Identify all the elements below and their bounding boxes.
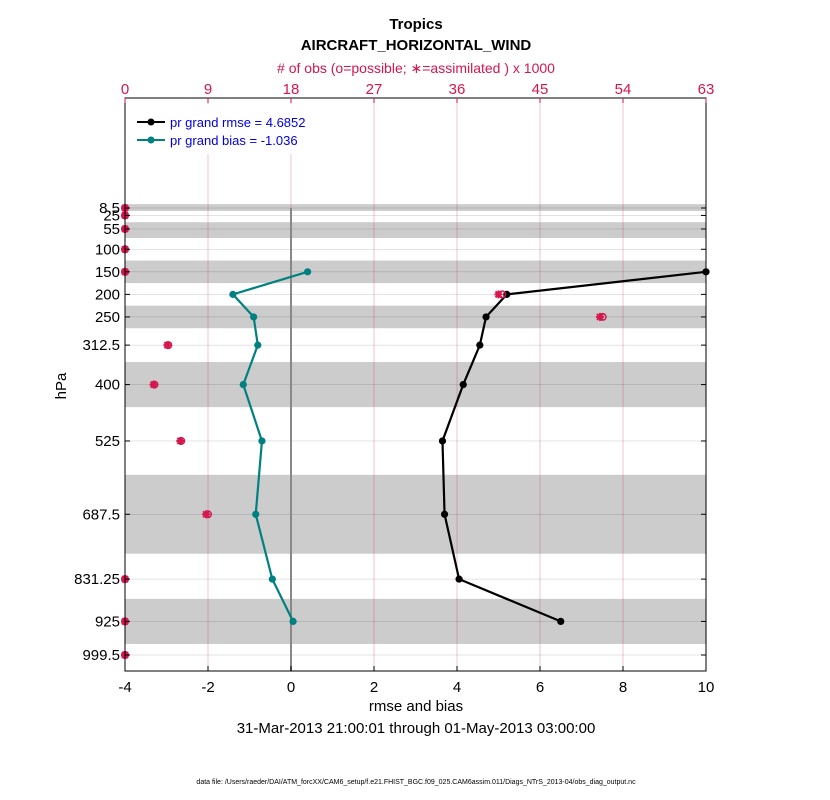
- series-0-point-3: [476, 341, 484, 349]
- y-tick-label: 55: [103, 221, 120, 238]
- top-tick-label: 54: [615, 81, 632, 98]
- y-tick-label: 925: [95, 613, 120, 630]
- x-tick-label: -2: [201, 679, 214, 696]
- series-1-point-1: [229, 290, 237, 298]
- shaded-band-6: [125, 598, 706, 644]
- top-tick-label: 0: [121, 81, 129, 98]
- top-axis-label: # of obs (o=possible; ∗=assimilated ) x …: [277, 60, 555, 76]
- series-0-point-8: [557, 617, 565, 625]
- obs-assimilated-5: [494, 290, 503, 299]
- series-0-point-2: [482, 313, 490, 321]
- y-tick-label: 400: [95, 377, 120, 394]
- obs-assimilated-10: [202, 510, 211, 519]
- y-tick-label: 25: [103, 207, 120, 224]
- obs-assimilated-9: [176, 436, 185, 445]
- top-x-axis: 0 9 18 27 36 45 54 63: [121, 81, 715, 103]
- series-0-point-6: [440, 510, 449, 518]
- legend-box: [130, 104, 330, 154]
- obs-star-d2: [149, 380, 158, 389]
- series-1-point-6: [252, 510, 260, 518]
- x-axis: -4 -2 0 2 4 6 8 10: [118, 666, 714, 696]
- legend-rmse-marker: [147, 118, 155, 126]
- y-tick-label: 999.5: [82, 647, 120, 664]
- series-0-point-7: [455, 575, 463, 583]
- grid: [124, 98, 707, 671]
- series-group: [229, 268, 710, 625]
- shaded-bands: [125, 204, 706, 644]
- x-axis-label: rmse and bias: [369, 698, 463, 715]
- series-1-point-4: [239, 380, 247, 389]
- y-tick-label: 150: [95, 264, 120, 281]
- top-tick-label: 63: [698, 81, 715, 98]
- series-1-point-0: [304, 268, 312, 276]
- legend: pr grand rmse = 4.6852 pr grand bias = -…: [130, 104, 330, 154]
- obs-assimilated-7: [163, 341, 172, 350]
- obs-star-d2: [176, 437, 185, 445]
- series-1-point-7: [268, 575, 276, 583]
- shaded-band-4: [125, 362, 706, 408]
- x-tick-label: 4: [453, 679, 461, 696]
- x-tick-label: 8: [619, 679, 627, 696]
- top-tick-label: 27: [366, 81, 383, 98]
- chart-title: Tropics: [389, 16, 442, 33]
- obs-star-d2: [163, 341, 172, 349]
- series-1-point-8: [289, 617, 297, 625]
- x-tick-label: 2: [370, 679, 378, 696]
- y-tick-label: 250: [95, 309, 120, 326]
- obs-assimilated-6: [595, 312, 604, 321]
- obs-star-d2: [202, 510, 210, 518]
- y-axis-label: hPa: [53, 372, 70, 399]
- legend-bias-marker: [147, 136, 155, 144]
- top-tick-label: 36: [449, 81, 466, 98]
- shaded-band-3: [125, 305, 706, 329]
- y-tick-label: 100: [95, 241, 120, 258]
- top-tick-label: 9: [204, 81, 212, 98]
- x-tick-label: -4: [118, 679, 131, 696]
- x-tick-label: 6: [536, 679, 544, 696]
- obs-assimilated-8: [149, 380, 158, 389]
- y-tick-label: 312.5: [82, 337, 120, 354]
- legend-rmse-label: pr grand rmse = 4.6852: [170, 115, 306, 130]
- shaded-band-1: [125, 222, 706, 238]
- top-tick-label: 45: [532, 81, 549, 98]
- top-tick-label: 18: [283, 81, 300, 98]
- footer-data-file: data file: /Users/raeder/DAI/ATM_forcXX/…: [196, 779, 636, 786]
- shaded-band-5: [125, 474, 706, 554]
- series-1-point-5: [258, 437, 266, 445]
- date-range: 31-Mar-2013 21:00:01 through 01-May-2013…: [237, 720, 596, 737]
- series-0-point-5: [438, 437, 447, 445]
- y-tick-label: 525: [95, 433, 120, 450]
- x-tick-label: 0: [287, 679, 295, 696]
- series-1-point-3: [254, 341, 262, 349]
- obs-star-d2: [494, 290, 503, 299]
- x-tick-label: 10: [698, 679, 715, 696]
- obs-star-d2: [596, 313, 604, 321]
- y-tick-label: 831.25: [74, 571, 120, 588]
- series-0-point-4: [459, 380, 467, 389]
- series-1-point-2: [250, 313, 258, 321]
- y-tick-label: 8.5: [99, 200, 120, 217]
- legend-bias-label: pr grand bias = -1.036: [170, 133, 298, 148]
- y-tick-label: 687.5: [82, 506, 120, 523]
- chart-subtitle: AIRCRAFT_HORIZONTAL_WIND: [301, 37, 532, 54]
- shaded-band-2: [125, 260, 706, 284]
- shaded-band-0: [125, 204, 706, 211]
- y-tick-label: 200: [95, 286, 120, 303]
